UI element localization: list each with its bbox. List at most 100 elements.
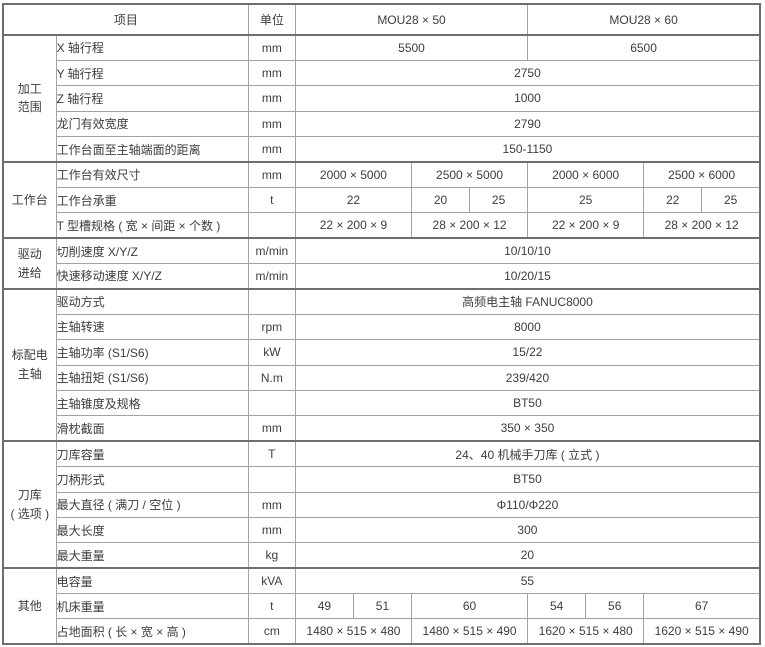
row-label: 龙门有效宽度 — [55, 110, 249, 138]
value-cell: BT50 — [294, 466, 761, 493]
table-row: 标配电 主轴 驱动方式 高频电主轴 FANUC8000 — [2, 287, 761, 442]
value-cell: 1480 × 515 × 490 — [410, 618, 529, 645]
table-row: 主轴扭矩 (S1/S6) N.m 239/420 — [3, 364, 761, 391]
unit-cell: mm — [247, 59, 296, 87]
column-header-item: 项目 — [2, 3, 249, 36]
value-cell: 28 × 200 × 12 — [410, 212, 529, 239]
row-label: 主轴扭矩 (S1/S6) — [55, 364, 249, 391]
value-cell: 49 — [294, 593, 354, 620]
table-row: 滑枕截面 mm 350 × 350 — [3, 415, 761, 442]
unit-cell: mm — [247, 516, 296, 544]
table-row: 刀库 ( 选项 ) 刀库容量 T 24、40 机械手刀库 ( 立式 ) — [2, 440, 761, 569]
value-cell: 300 — [294, 516, 761, 544]
row-label: 机床重量 — [55, 593, 249, 620]
value-cell: 239/420 — [294, 364, 761, 391]
unit-cell: mm — [247, 160, 296, 188]
table-row: 机床重量 t 49 51 60 54 56 67 — [3, 593, 761, 620]
table-row: 主轴锥度及规格 BT50 — [3, 389, 761, 417]
row-label: 工作台有效尺寸 — [55, 160, 249, 188]
value-cell: 6500 — [527, 33, 761, 61]
spec-table: 项目 单位 MOU28 × 50 MOU28 × 60 加工 范围 X 轴行程 … — [2, 3, 761, 646]
value-cell: 5500 — [294, 33, 529, 61]
group-label-tool-magazine: 刀库 ( 选项 ) — [2, 440, 57, 569]
value-cell: 2750 — [294, 59, 761, 87]
row-label: T 型槽规格 ( 宽 × 间距 × 个数 ) — [55, 212, 249, 239]
value-cell: 2000 × 5000 — [294, 160, 413, 188]
row-label: Y 轴行程 — [55, 59, 249, 87]
unit-cell — [247, 287, 296, 315]
value-cell: 67 — [643, 593, 761, 620]
table-row: 龙门有效宽度 mm 2790 — [3, 110, 761, 138]
table-row: 工作台承重 t 22 20 25 25 22 25 — [3, 186, 761, 214]
unit-cell: T — [247, 440, 296, 468]
value-cell: 60 — [410, 593, 529, 620]
row-label: 驱动方式 — [55, 287, 249, 315]
table-row: 快速移动速度 X/Y/Z m/min 10/20/15 — [3, 263, 761, 290]
unit-cell: kg — [247, 542, 296, 569]
value-cell: Φ110/Φ220 — [294, 491, 761, 518]
unit-cell — [247, 389, 296, 417]
unit-cell: mm — [247, 33, 296, 61]
value-cell: 51 — [352, 593, 413, 620]
unit-cell: t — [247, 186, 296, 214]
row-label: 主轴锥度及规格 — [55, 389, 249, 417]
row-label: 主轴转速 — [55, 313, 249, 341]
unit-cell: mm — [247, 136, 296, 163]
table-row: Y 轴行程 mm 2750 — [3, 59, 761, 87]
value-cell: 22 — [294, 186, 413, 214]
group-label-standard-spindle: 标配电 主轴 — [2, 287, 57, 442]
column-header-model-mou28x50: MOU28 × 50 — [294, 3, 529, 36]
table-row: 最大直径 ( 满刀 / 空位 ) mm Φ110/Φ220 — [3, 491, 761, 518]
unit-cell: mm — [247, 491, 296, 518]
value-cell: 22 × 200 × 9 — [527, 212, 645, 239]
table-row: 最大长度 mm 300 — [3, 516, 761, 544]
row-label: 滑枕截面 — [55, 415, 249, 442]
table-row: 工作台面至主轴端面的距离 mm 150-1150 — [3, 136, 761, 163]
value-cell: 1620 × 515 × 490 — [643, 618, 761, 645]
value-cell: 1480 × 515 × 480 — [294, 618, 413, 645]
group-label-other: 其他 — [2, 567, 57, 645]
value-cell: 22 × 200 × 9 — [294, 212, 413, 239]
row-label: 工作台承重 — [55, 186, 249, 214]
unit-cell: N.m — [247, 364, 296, 391]
value-cell: 2000 × 6000 — [527, 160, 645, 188]
table-row: 最大重量 kg 20 — [3, 542, 761, 569]
value-cell: 10/10/10 — [294, 237, 761, 265]
value-cell: 24、40 机械手刀库 ( 立式 ) — [294, 440, 761, 468]
row-label: 最大重量 — [55, 542, 249, 569]
value-cell: BT50 — [294, 389, 761, 417]
table-row: 刀柄形式 BT50 — [3, 466, 761, 493]
value-cell: 2790 — [294, 110, 761, 138]
table-row: 其他 电容量 kVA 55 — [2, 567, 761, 645]
value-cell: 22 — [643, 186, 703, 214]
row-label: 工作台面至主轴端面的距离 — [55, 136, 249, 163]
value-cell: 1000 — [294, 85, 761, 112]
unit-cell: m/min — [247, 237, 296, 265]
value-cell: 56 — [585, 593, 645, 620]
value-cell: 20 — [410, 186, 471, 214]
machine-spec-sheet: 项目 单位 MOU28 × 50 MOU28 × 60 加工 范围 X 轴行程 … — [2, 3, 761, 646]
column-header-model-mou28x60: MOU28 × 60 — [527, 3, 761, 36]
row-label: X 轴行程 — [55, 33, 249, 61]
unit-cell: mm — [247, 110, 296, 138]
unit-cell: rpm — [247, 313, 296, 341]
group-label-machining-range: 加工 范围 — [2, 34, 57, 163]
table-row: Z 轴行程 mm 1000 — [3, 85, 761, 112]
table-row: 主轴转速 rpm 8000 — [3, 313, 761, 341]
value-cell: 15/22 — [294, 339, 761, 366]
value-cell: 150-1150 — [294, 136, 761, 163]
row-label: Z 轴行程 — [55, 85, 249, 112]
unit-cell: mm — [247, 85, 296, 112]
value-cell: 高频电主轴 FANUC8000 — [294, 287, 761, 315]
row-label: 主轴功率 (S1/S6) — [55, 339, 249, 366]
row-label: 快速移动速度 X/Y/Z — [55, 263, 249, 290]
value-cell: 2500 × 6000 — [643, 160, 761, 188]
table-row: 占地面积 ( 长 × 宽 × 高 ) cm 1480 × 515 × 480 1… — [3, 618, 761, 645]
value-cell: 25 — [701, 186, 761, 214]
table-row: 加工 范围 X 轴行程 mm 5500 6500 — [2, 33, 761, 163]
table-row: T 型槽规格 ( 宽 × 间距 × 个数 ) 22 × 200 × 9 28 ×… — [3, 212, 761, 239]
group-label-drive-feed: 驱动 进给 — [2, 237, 57, 290]
value-cell: 28 × 200 × 12 — [643, 212, 761, 239]
unit-cell: mm — [247, 415, 296, 442]
row-label: 刀库容量 — [55, 440, 249, 468]
